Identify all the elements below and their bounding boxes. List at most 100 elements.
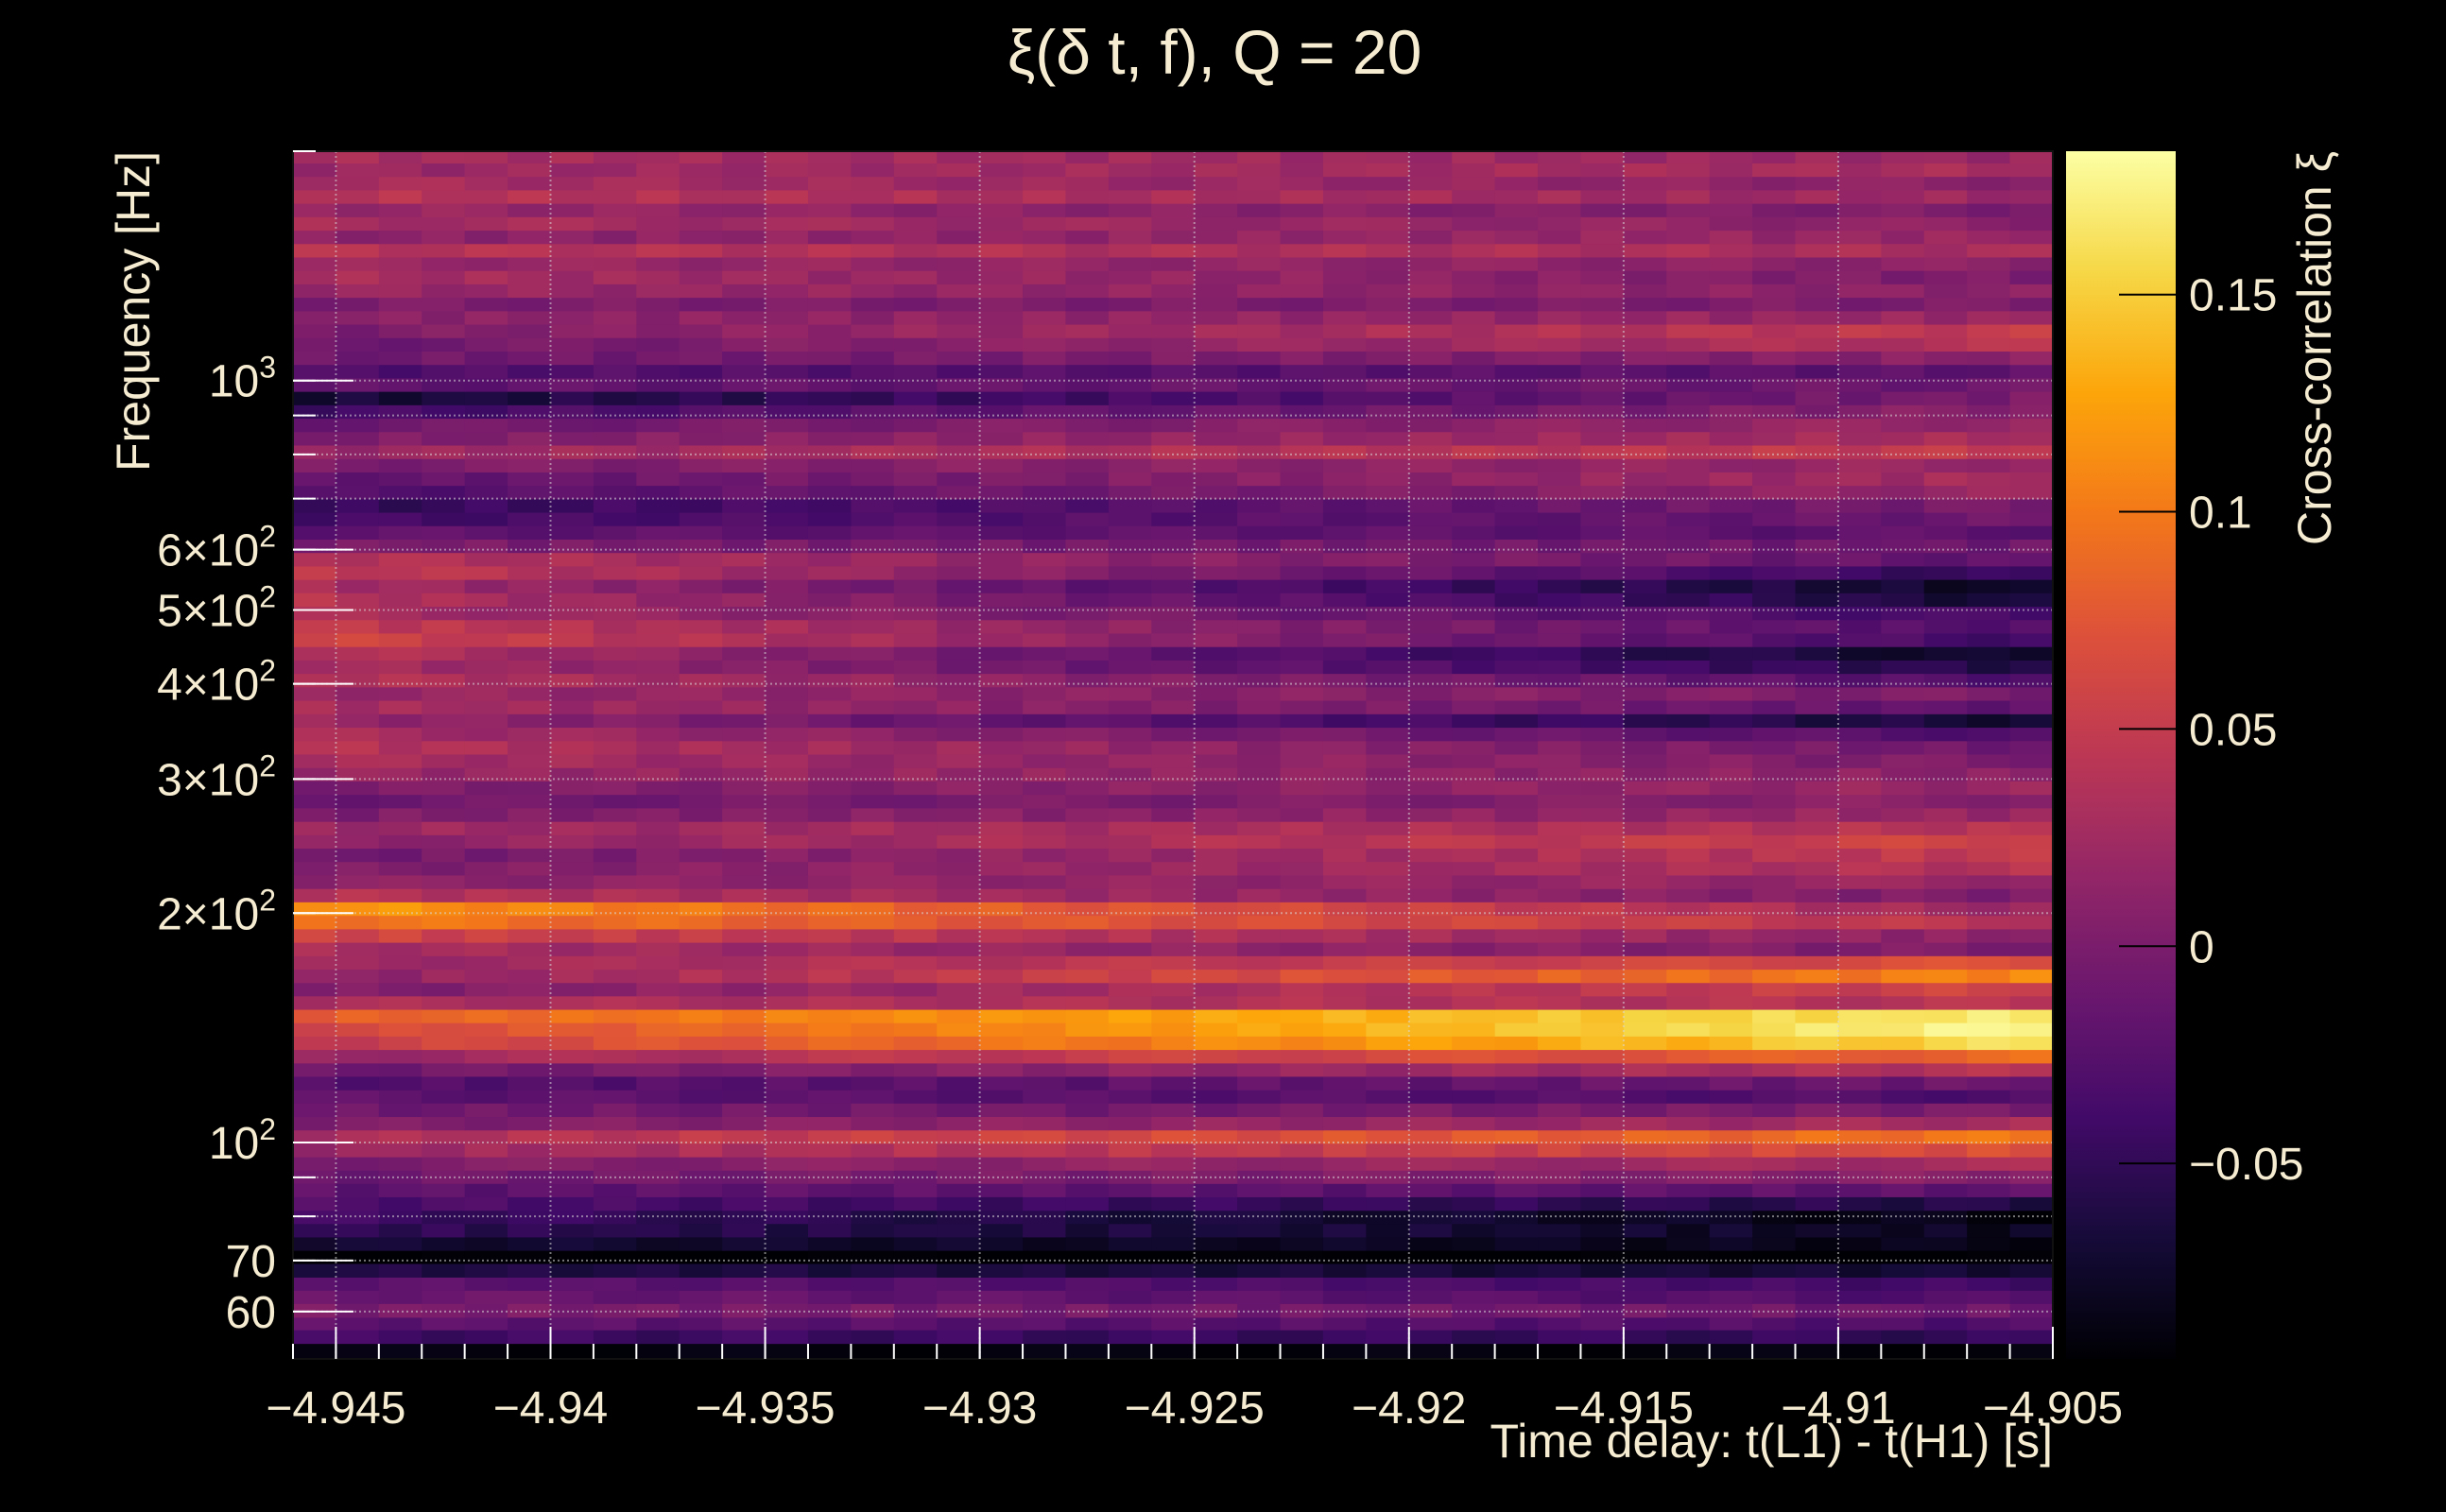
heatmap-cell <box>893 1316 938 1331</box>
heatmap-cell <box>2009 284 2054 299</box>
heatmap-cell <box>765 1170 809 1184</box>
heatmap-cell <box>378 203 422 217</box>
heatmap-cell <box>1280 1049 1324 1064</box>
heatmap-cell <box>1967 1330 2011 1345</box>
heatmap-cell <box>979 673 1024 688</box>
heatmap-cell <box>1408 337 1453 352</box>
heatmap-cell <box>422 539 466 554</box>
heatmap-cell <box>1752 243 1797 258</box>
heatmap-cell <box>1452 673 1496 688</box>
heatmap-cell <box>1237 1143 1282 1158</box>
heatmap-cell <box>851 619 895 634</box>
heatmap-cell <box>378 753 422 768</box>
heatmap-cell <box>937 982 981 997</box>
heatmap-cell <box>1023 834 1067 849</box>
heatmap-cell <box>1967 256 2011 271</box>
heatmap-cell <box>1623 1343 1667 1360</box>
heatmap-cell <box>851 1022 895 1037</box>
heatmap-cell <box>807 874 852 889</box>
heatmap-cell <box>636 364 680 379</box>
heatmap-cell <box>1023 1116 1067 1131</box>
heatmap-cell <box>1408 713 1453 729</box>
heatmap-cell <box>893 230 938 245</box>
heatmap-cell <box>851 1049 895 1064</box>
heatmap-cell <box>1709 1022 1753 1037</box>
heatmap-cell <box>336 189 380 204</box>
heatmap-cell <box>636 942 680 956</box>
heatmap-cell <box>1194 1008 1238 1023</box>
heatmap-cell <box>807 699 852 714</box>
heatmap-cell <box>1752 297 1797 312</box>
heatmap-cell <box>765 982 809 997</box>
heatmap-cell <box>722 955 767 971</box>
heatmap-cell <box>807 660 852 675</box>
heatmap-cell <box>1023 1277 1067 1291</box>
heatmap-cell <box>1752 593 1797 608</box>
heatmap-cell <box>378 1196 422 1211</box>
heatmap-cell <box>1538 982 1582 997</box>
heatmap-cell <box>937 498 981 513</box>
heatmap-cell <box>2009 606 2054 621</box>
heatmap-cell <box>1322 418 1367 433</box>
heatmap-cell <box>1408 673 1453 688</box>
heatmap-cell <box>2009 686 2054 701</box>
heatmap-cell <box>378 189 422 204</box>
heatmap-cell <box>1237 955 1282 971</box>
heatmap-cell <box>1108 323 1152 338</box>
heatmap-cell <box>722 753 767 768</box>
chart-title: ξ(δ t, f), Q = 20 <box>1008 17 1422 87</box>
heatmap-cell <box>1666 874 1711 889</box>
heatmap-cell <box>508 593 552 608</box>
heatmap-cell <box>807 1062 852 1077</box>
heatmap-cell <box>336 284 380 299</box>
heatmap-cell <box>1452 431 1496 446</box>
heatmap-cell <box>508 1103 552 1118</box>
heatmap-cell <box>722 1049 767 1064</box>
heatmap-cell <box>893 794 938 809</box>
heatmap-cell <box>1322 713 1367 729</box>
heatmap-cell <box>937 539 981 554</box>
heatmap-cell <box>1881 1129 1925 1144</box>
heatmap-cell <box>1837 753 1882 768</box>
heatmap-cell <box>937 163 981 178</box>
heatmap-cell <box>1623 995 1667 1010</box>
heatmap-cell <box>1408 794 1453 809</box>
heatmap-cell <box>336 243 380 258</box>
heatmap-cell <box>1752 1303 1797 1318</box>
heatmap-cell <box>1194 821 1238 835</box>
heatmap-cell <box>893 391 938 405</box>
heatmap-cell <box>1322 472 1367 487</box>
heatmap-cell <box>1408 418 1453 433</box>
heatmap-cell <box>336 1277 380 1291</box>
heatmap-cell <box>937 942 981 956</box>
heatmap-cell <box>593 1290 637 1304</box>
heatmap-cell <box>979 767 1024 782</box>
heatmap-cell <box>1366 969 1410 984</box>
heatmap-cell <box>378 1343 422 1360</box>
heatmap-cell <box>1881 619 1925 634</box>
heatmap-cell <box>1408 391 1453 405</box>
heatmap-cell <box>293 713 337 729</box>
heatmap-cell <box>1538 673 1582 688</box>
heatmap-cell <box>1795 673 1839 688</box>
heatmap-cell <box>1194 511 1238 526</box>
heatmap-cell <box>1194 151 1238 163</box>
heatmap-cell <box>464 1343 508 1360</box>
heatmap-cell <box>1881 781 1925 796</box>
heatmap-cell <box>2009 391 2054 405</box>
heatmap-cell <box>1108 1183 1152 1197</box>
heatmap-cell <box>1494 1290 1539 1304</box>
heatmap-cell <box>1322 230 1367 245</box>
heatmap-cell <box>1580 753 1625 768</box>
heatmap-cell <box>1452 995 1496 1010</box>
heatmap-cell <box>893 606 938 621</box>
heatmap-cell <box>1795 1049 1839 1064</box>
heatmap-cell <box>893 834 938 849</box>
heatmap-cell <box>1494 753 1539 768</box>
heatmap-cell <box>2009 1036 2054 1051</box>
heatmap-cell <box>1666 498 1711 513</box>
heatmap-cell <box>336 942 380 956</box>
heatmap-cell <box>937 1170 981 1184</box>
heatmap-cell <box>1023 821 1067 835</box>
